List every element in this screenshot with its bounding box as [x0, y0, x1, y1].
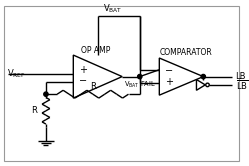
Text: −: − [165, 66, 173, 76]
Text: $\mathsf{V_{REF}}$: $\mathsf{V_{REF}}$ [7, 67, 25, 80]
Text: COMPARATOR: COMPARATOR [160, 48, 213, 57]
Text: $\overline{\mathsf{LB}}$: $\overline{\mathsf{LB}}$ [236, 78, 248, 92]
Circle shape [44, 92, 48, 96]
Text: R: R [31, 106, 37, 115]
Text: R: R [90, 82, 96, 91]
Text: $\mathsf{V_{BAT}}$: $\mathsf{V_{BAT}}$ [103, 3, 122, 15]
Circle shape [201, 74, 205, 79]
Text: +: + [79, 65, 87, 75]
Text: +: + [165, 78, 173, 87]
Text: OP AMP: OP AMP [81, 46, 111, 55]
Circle shape [138, 74, 142, 79]
Text: $\mathsf{V_{BAT}}$ FAIL: $\mathsf{V_{BAT}}$ FAIL [124, 79, 156, 89]
Text: LB: LB [236, 72, 246, 81]
Text: −: − [79, 77, 87, 86]
